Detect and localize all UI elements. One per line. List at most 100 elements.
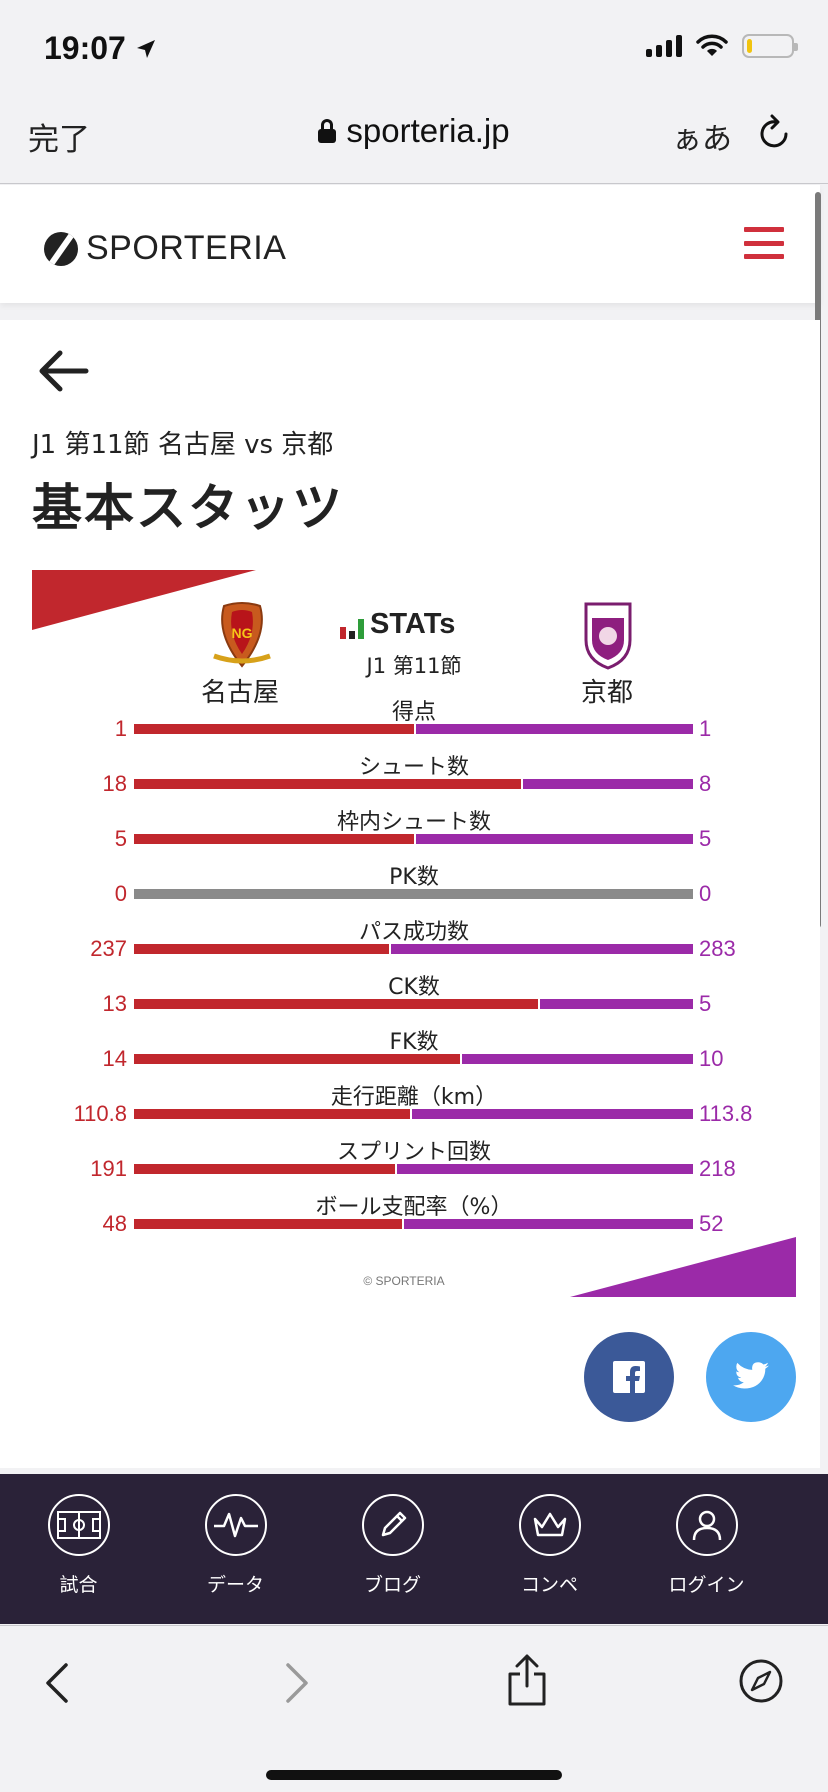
stat-home-value: 0 <box>114 881 127 906</box>
stat-away-value: 0 <box>699 881 712 906</box>
stat-bar-home <box>134 834 414 844</box>
stats-logo-text: STATs <box>370 608 456 640</box>
pitch-icon <box>48 1494 110 1556</box>
stat-away-value: 8 <box>699 771 712 796</box>
stat-label: CK数 <box>388 975 440 1000</box>
menu-icon[interactable] <box>744 227 784 259</box>
stat-label: ボール支配率（%） <box>315 1195 513 1220</box>
home-indicator <box>266 1770 562 1780</box>
back-arrow-icon[interactable] <box>36 348 90 394</box>
stat-bar <box>134 724 693 734</box>
nav-item-login[interactable]: ログイン <box>628 1474 785 1624</box>
nav-item-competition[interactable]: コンペ <box>471 1474 628 1624</box>
copyright: © SPORTERIA <box>363 1274 445 1288</box>
facebook-icon <box>613 1361 645 1393</box>
browser-forward-icon[interactable] <box>284 1662 310 1704</box>
site-logo[interactable]: SPORTERIA <box>44 229 286 268</box>
stat-home-value: 5 <box>114 826 127 851</box>
reload-icon[interactable] <box>756 112 792 152</box>
stat-label: シュート数 <box>358 755 469 780</box>
share-icon[interactable] <box>506 1654 548 1706</box>
away-team-name: 京都 <box>580 678 633 708</box>
stat-home-value: 191 <box>90 1156 127 1181</box>
stats-logo-icon <box>340 617 364 639</box>
stat-bar-away <box>414 724 693 734</box>
user-icon <box>676 1494 738 1556</box>
stat-bar-home <box>134 1219 402 1229</box>
stat-bar-home <box>134 1164 395 1174</box>
stat-label: 枠内シュート数 <box>336 810 491 835</box>
stat-row: パス成功数 237 283 <box>0 914 820 969</box>
text-size-button[interactable]: ぁあ <box>672 122 732 157</box>
nav-item-data[interactable]: データ <box>157 1474 314 1624</box>
nav-label: ブログ <box>363 1574 421 1596</box>
stat-bar-away <box>414 834 693 844</box>
stat-bar-away <box>402 1219 693 1229</box>
stat-bar-home <box>134 1054 460 1064</box>
stat-bar <box>134 1164 693 1174</box>
stat-label: スプリント回数 <box>336 1140 491 1165</box>
stat-bar-away <box>460 1054 693 1064</box>
stats-logo: STATs <box>340 610 455 639</box>
stat-bar <box>134 1109 693 1119</box>
stat-bar <box>134 944 693 954</box>
stat-bar <box>134 1054 693 1064</box>
url-field[interactable]: sporteria.jp <box>0 112 828 150</box>
logo-text: SPORTERIA <box>86 229 287 267</box>
stat-label: 走行距離（km） <box>330 1085 498 1110</box>
stat-away-value: 5 <box>699 991 712 1016</box>
page-title: 基本スタッツ <box>32 479 344 537</box>
stat-away-value: 113.8 <box>699 1101 753 1126</box>
stat-home-value: 237 <box>90 936 127 961</box>
nagoya-crest-icon: NG <box>213 602 271 668</box>
browser-back-icon[interactable] <box>44 1662 70 1704</box>
stat-bar-home <box>134 724 414 734</box>
stat-bar <box>134 834 693 844</box>
stat-home-value: 110.8 <box>73 1101 127 1126</box>
stat-home-value: 18 <box>102 771 127 796</box>
stat-row: ボール支配率（%） 48 52 <box>0 1189 820 1244</box>
home-team-name: 名古屋 <box>200 678 279 708</box>
home-color-triangle <box>32 570 256 630</box>
stat-row: 枠内シュート数 5 5 <box>0 804 820 859</box>
compass-icon[interactable] <box>738 1658 784 1704</box>
svg-text:NG: NG <box>232 625 253 641</box>
pencil-icon <box>362 1494 424 1556</box>
nav-label: ログイン <box>668 1574 745 1596</box>
wifi-icon <box>696 34 728 56</box>
stat-label: PK数 <box>389 865 439 890</box>
stat-bar-home <box>134 1109 410 1119</box>
stat-row: スプリント回数 191 218 <box>0 1134 820 1189</box>
stat-bar <box>134 779 693 789</box>
twitter-share-button[interactable] <box>706 1332 796 1422</box>
stat-row: 得点 1 1 <box>0 694 820 749</box>
stat-bar <box>134 999 693 1009</box>
stat-bar-away <box>389 944 693 954</box>
battery-icon <box>742 34 798 58</box>
url-text: sporteria.jp <box>346 112 510 149</box>
stat-bar-away <box>521 779 693 789</box>
nav-item-match[interactable]: 試合 <box>0 1474 157 1624</box>
stat-away-value: 10 <box>699 1046 724 1071</box>
stat-bar-away <box>410 1109 693 1119</box>
stat-label: FK数 <box>389 1030 439 1055</box>
stat-home-value: 48 <box>102 1211 127 1236</box>
stat-row: CK数 13 5 <box>0 969 820 1024</box>
lock-icon <box>318 119 337 143</box>
time-text: 19:07 <box>44 30 126 66</box>
stat-bar-away <box>395 1164 693 1174</box>
sporteria-logo-icon <box>44 231 78 266</box>
site-header: SPORTERIA <box>0 185 820 303</box>
stat-label: パス成功数 <box>358 920 469 945</box>
status-bar: 19:07 <box>0 0 828 96</box>
away-color-triangle <box>570 1237 796 1297</box>
round-label: J1 第11節 <box>366 654 462 678</box>
stat-away-value: 1 <box>699 716 712 741</box>
stat-row: 走行距離（km） 110.8 113.8 <box>0 1079 820 1134</box>
done-button[interactable]: 完了 <box>28 122 90 158</box>
stat-away-value: 5 <box>699 826 712 851</box>
nav-item-blog[interactable]: ブログ <box>314 1474 471 1624</box>
stat-home-value: 13 <box>102 991 127 1016</box>
facebook-share-button[interactable] <box>584 1332 674 1422</box>
nav-label: データ <box>206 1574 264 1596</box>
